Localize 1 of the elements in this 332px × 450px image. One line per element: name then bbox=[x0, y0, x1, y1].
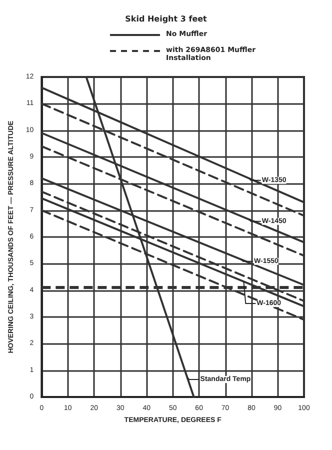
chart-title: Skid Height 3 feet bbox=[125, 14, 208, 24]
